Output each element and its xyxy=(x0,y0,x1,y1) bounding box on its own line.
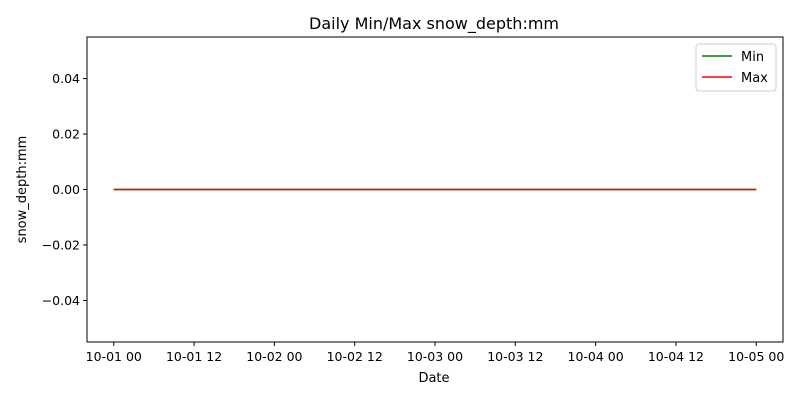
x-tick-label: 10-04 12 xyxy=(648,349,704,364)
y-tick-label: 0.04 xyxy=(52,71,80,86)
x-axis-label: Date xyxy=(418,371,449,386)
x-tick-label: 10-01 12 xyxy=(166,349,222,364)
y-tick-label: 0.00 xyxy=(52,182,80,197)
y-tick-label: −0.04 xyxy=(42,293,80,308)
legend-label-max: Max xyxy=(741,71,768,86)
x-tick-label: 10-03 00 xyxy=(407,349,463,364)
x-axis: 10-01 00 10-01 12 10-02 00 10-02 12 10-03 00… xyxy=(86,342,784,364)
x-tick-label: 10-02 12 xyxy=(327,349,383,364)
legend: Min Max xyxy=(695,43,777,92)
plot-frame xyxy=(86,36,784,343)
y-tick-label: −0.02 xyxy=(42,237,80,252)
x-tick-label: 10-02 00 xyxy=(246,349,302,364)
x-tick-label: 10-01 00 xyxy=(86,349,142,364)
y-axis: −0.04 −0.02 0.00 0.02 0.04 xyxy=(42,71,87,308)
chart-title: Daily Min/Max snow_depth:mm xyxy=(309,14,559,34)
y-tick-label: 0.02 xyxy=(52,127,80,142)
x-tick-label: 10-03 12 xyxy=(487,349,543,364)
legend-label-min: Min xyxy=(741,50,764,65)
x-tick-label: 10-04 00 xyxy=(568,349,624,364)
x-tick-label: 10-05 00 xyxy=(728,349,784,364)
y-axis-label: snow_depth:mm xyxy=(15,136,30,244)
